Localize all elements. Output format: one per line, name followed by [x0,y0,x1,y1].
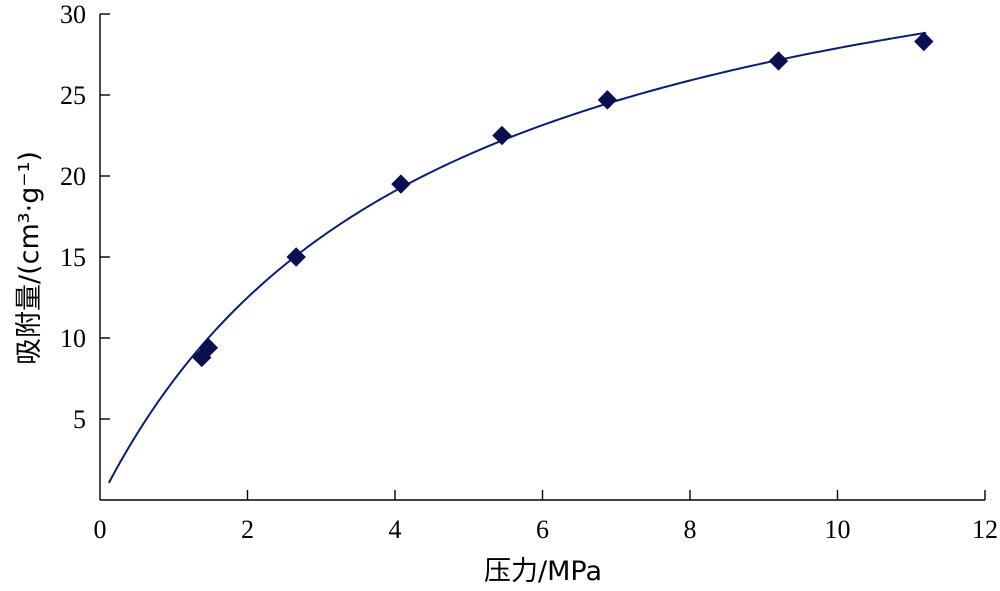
x-tick-label: 2 [241,515,254,544]
y-tick-label: 5 [73,405,86,434]
y-tick-label: 15 [60,243,86,272]
data-point [492,125,512,146]
y-tick-label: 20 [60,162,86,191]
x-tick-label: 4 [389,515,402,544]
x-tick-label: 10 [825,515,851,544]
x-axis-label: 压力/MPa [484,556,602,587]
data-point [391,174,411,194]
y-tick-label: 30 [60,0,86,29]
fit-curve-layer [107,31,927,484]
x-tick-label: 8 [684,515,697,544]
ticks: 0 2 4 6 8 10 12 5 10 15 20 25 30 [60,0,998,544]
data-point [597,90,618,110]
x-tick-label: 0 [94,515,107,544]
x-tick-label: 12 [972,515,998,544]
x-tick-label: 6 [536,515,549,544]
fit-curve [107,31,927,484]
data-point [198,338,219,358]
y-tick-label: 10 [60,324,86,353]
data-points [192,31,934,368]
data-point [914,31,934,52]
y-tick-label: 25 [60,81,86,110]
y-axis-label: 吸附量/(cm³·g⁻¹) [14,151,45,365]
axes [99,14,985,501]
data-point [286,247,306,267]
data-point [768,51,789,71]
